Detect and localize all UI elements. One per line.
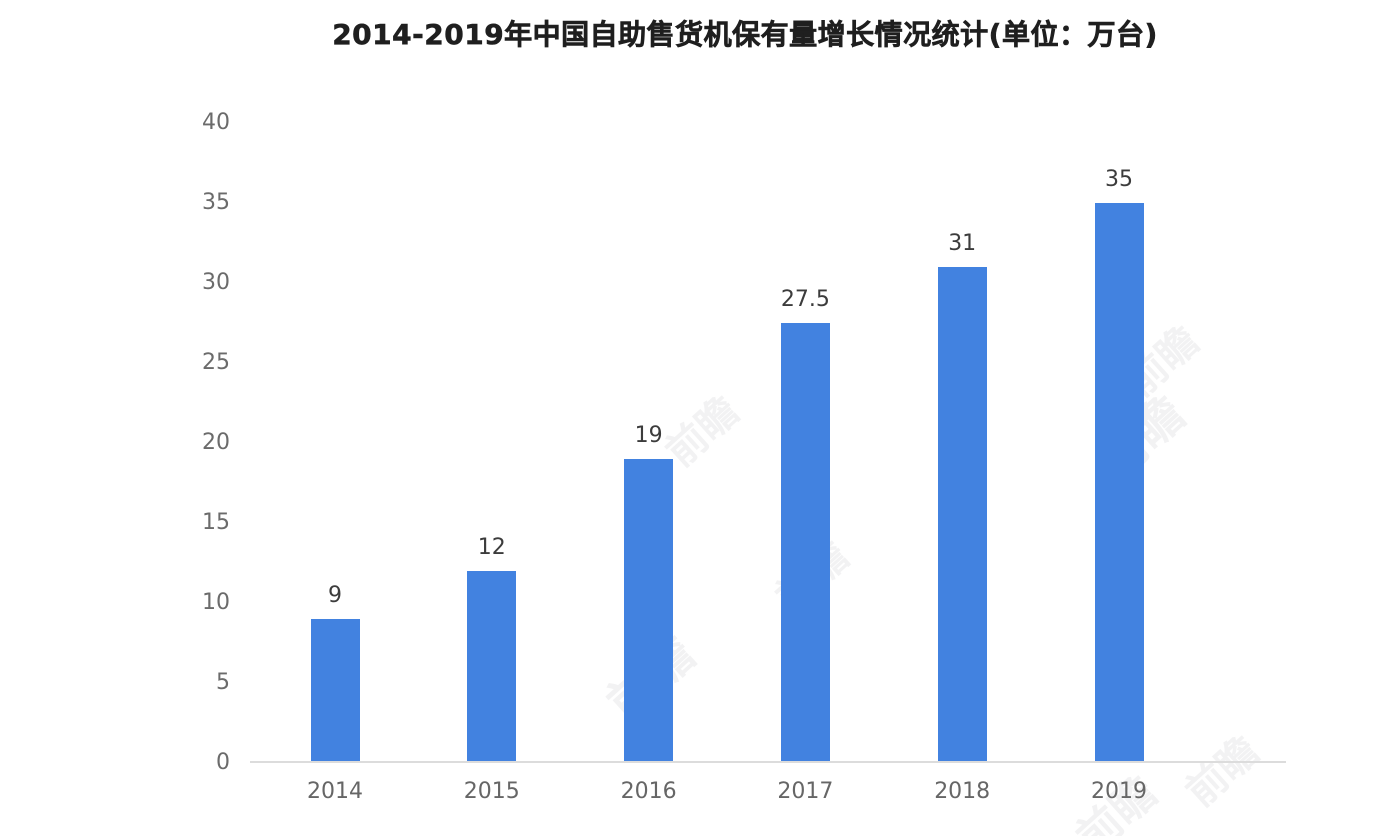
bar-2019 — [1094, 203, 1144, 763]
bar-2015 — [467, 571, 517, 763]
value-label-2017: 27.5 — [780, 287, 830, 312]
x-tick-label-2014: 2014 — [307, 779, 363, 804]
bar-2018 — [937, 267, 987, 763]
y-tick-label-0: 0 — [216, 750, 230, 775]
value-label-2016: 19 — [634, 423, 663, 448]
y-tick-label-25: 25 — [202, 350, 230, 375]
bar-2016 — [624, 459, 674, 763]
y-tick-label-5: 5 — [216, 670, 230, 695]
x-axis-line — [250, 761, 1286, 763]
y-tick-label-35: 35 — [202, 190, 230, 215]
y-tick-label-40: 40 — [202, 110, 230, 135]
y-tick-label-15: 15 — [202, 510, 230, 535]
x-tick-label-2016: 2016 — [620, 779, 677, 804]
value-label-2018: 31 — [948, 231, 977, 256]
watermark-text: 前瞻 — [1177, 728, 1268, 816]
chart-title: 2014-2019年中国自助售货机保有量增长情况统计(单位：万台) — [332, 18, 1158, 52]
y-tick-label-20: 20 — [202, 430, 230, 455]
value-label-2014: 9 — [328, 583, 342, 608]
x-tick-label-2015: 2015 — [463, 779, 520, 804]
bar-2014 — [310, 619, 360, 763]
x-tick-label-2017: 2017 — [777, 779, 834, 804]
x-tick-label-2018: 2018 — [934, 779, 991, 804]
x-tick-label-2019: 2019 — [1091, 779, 1147, 804]
y-tick-label-30: 30 — [202, 270, 230, 295]
value-label-2015: 12 — [477, 535, 506, 560]
bar-2017 — [780, 323, 830, 763]
value-label-2019: 35 — [1105, 167, 1133, 192]
y-tick-label-10: 10 — [202, 590, 230, 615]
